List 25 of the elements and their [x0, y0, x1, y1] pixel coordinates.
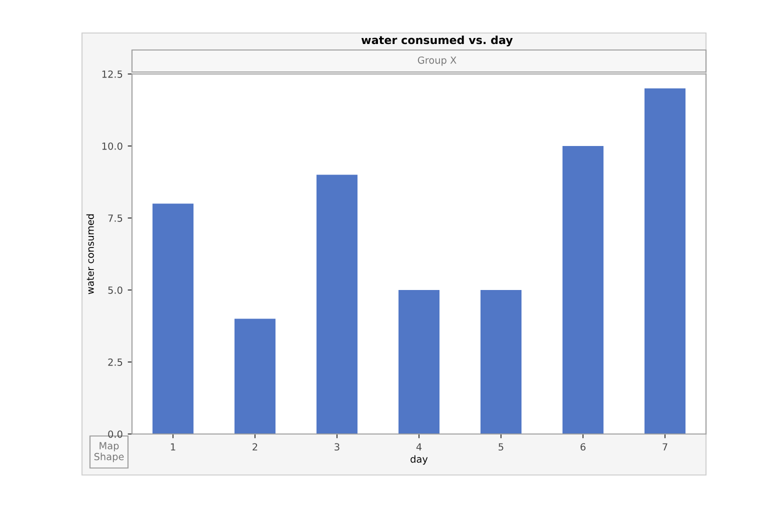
- bar: [562, 146, 604, 434]
- x-tick-label: 6: [580, 443, 586, 451]
- y-tick-label: 0.0: [108, 430, 122, 438]
- chart-title: water consumed vs. day: [361, 36, 513, 46]
- x-tick-label: 1: [170, 443, 176, 450]
- y-tick-label: 10.0: [102, 142, 122, 150]
- y-axis-title: water consumed: [86, 214, 94, 294]
- x-tick-label: 3: [334, 443, 340, 451]
- bar: [316, 174, 358, 434]
- x-axis-title: day: [410, 455, 428, 465]
- y-tick-label: 12.5: [102, 70, 122, 78]
- y-tick-label: 2.5: [108, 358, 122, 366]
- bar: [644, 88, 686, 434]
- text: Map Shape: [94, 442, 124, 462]
- x-tick-label: 4: [416, 443, 422, 450]
- bar: [480, 290, 522, 434]
- text: Group X: [418, 56, 456, 66]
- bar: [152, 204, 194, 434]
- bar: [234, 318, 276, 434]
- y-tick-label: 5.0: [108, 286, 122, 294]
- x-tick-label: 2: [252, 443, 258, 450]
- x-tick-label: 7: [662, 443, 668, 450]
- x-tick-label: 5: [498, 443, 504, 451]
- y-tick-label: 7.5: [108, 214, 122, 222]
- bar: [398, 290, 440, 434]
